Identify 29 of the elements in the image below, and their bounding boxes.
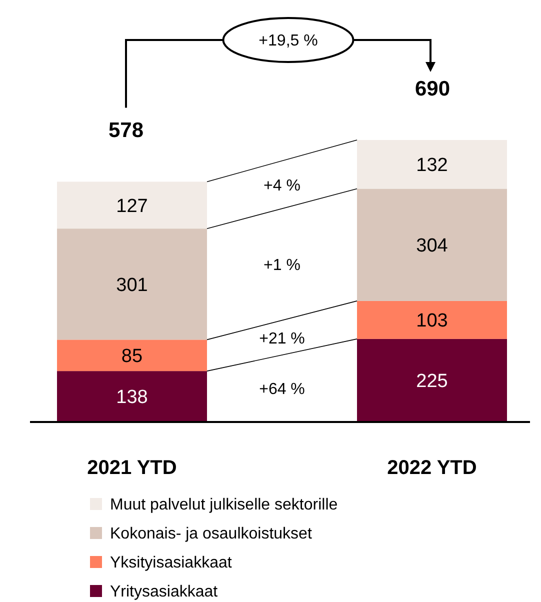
data-label: 132: [416, 155, 448, 176]
annotation: +21 %: [259, 330, 305, 348]
data-label: 304: [416, 235, 448, 256]
bar: [57, 228, 207, 340]
data-label: 103: [416, 310, 448, 332]
x-tick-label: 2021 YTD: [87, 457, 177, 479]
text: 690: [414, 77, 450, 100]
bar: [357, 188, 507, 301]
bar: [57, 182, 207, 229]
bar: [57, 340, 207, 372]
data-label: 127: [116, 196, 148, 217]
legend-label: Muut palvelut julkiselle sektorille: [110, 496, 338, 514]
text: +19,5 %: [258, 32, 318, 50]
data-label: 138: [116, 387, 148, 408]
data-label: 225: [416, 371, 448, 392]
annotation: +64 %: [259, 381, 305, 398]
data-label: 85: [121, 346, 143, 368]
legend-label: Yksityisasiakkaat: [110, 554, 232, 572]
bar: [357, 338, 507, 422]
bar: [57, 371, 207, 422]
annotation: +1 %: [264, 257, 300, 274]
annotation: +4 %: [264, 177, 300, 194]
bar: [357, 140, 507, 189]
legend-label: Kokonais- ja osaulkoistukset: [110, 526, 312, 543]
x-tick-label: 2022 YTD: [387, 457, 477, 479]
bar: [357, 300, 507, 339]
legend-label: Yritysasiakkaat: [110, 584, 218, 601]
annotation: 578: [108, 119, 144, 142]
data-label: 301: [116, 274, 148, 296]
